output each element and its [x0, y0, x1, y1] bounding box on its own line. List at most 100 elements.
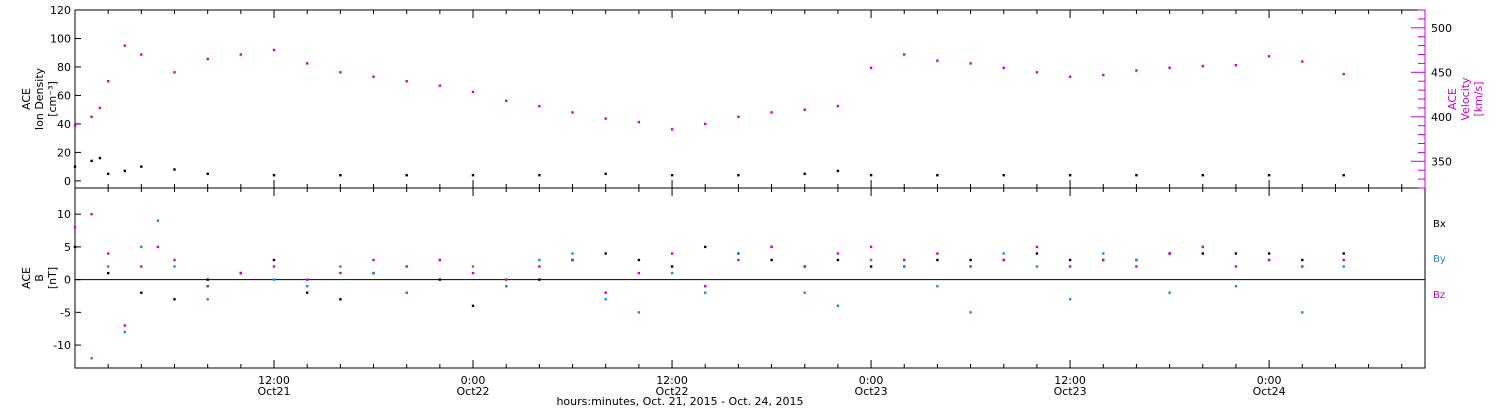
velocity-point — [123, 44, 126, 47]
top-right-ylabel-line2: Velocity — [1459, 77, 1472, 121]
bz-point — [1035, 245, 1039, 249]
velocity-point — [1267, 55, 1271, 58]
bz-point — [969, 265, 972, 268]
velocity-point — [1035, 71, 1039, 74]
bz-point — [505, 278, 508, 281]
velocity-point — [936, 59, 939, 62]
velocity-point — [1102, 73, 1105, 77]
bz-point — [1168, 252, 1171, 255]
bx-point — [73, 245, 77, 249]
by-point — [123, 330, 126, 334]
by-point — [140, 245, 143, 249]
velocity-point — [272, 48, 276, 52]
bz-point — [704, 285, 707, 288]
by-point — [339, 265, 342, 268]
by-point — [1102, 252, 1105, 255]
velocity-point — [670, 128, 674, 131]
bx-point — [1301, 258, 1304, 262]
bx-point — [306, 291, 309, 294]
top-right-ytick-label: 500 — [1431, 22, 1452, 35]
bz-point — [239, 271, 242, 275]
density-point — [140, 165, 143, 168]
velocity-point — [1168, 66, 1171, 69]
bx-point — [704, 245, 707, 249]
density-point — [1002, 174, 1005, 177]
velocity-point — [538, 104, 541, 108]
x-tick-date-label: Oct21 — [258, 385, 291, 398]
bx-point — [140, 291, 143, 294]
bx-point — [1068, 258, 1072, 262]
bz-point — [604, 291, 607, 294]
bz-point — [936, 252, 939, 255]
velocity-point — [803, 108, 806, 111]
x-axis-label: hours:minutes, Oct. 21, 2015 - Oct. 24, … — [556, 395, 803, 408]
velocity-point — [571, 111, 574, 114]
by-point — [73, 311, 77, 314]
bx-point — [272, 258, 276, 262]
by-point — [1301, 311, 1304, 314]
velocity-point — [637, 120, 641, 124]
velocity-point — [1135, 69, 1138, 72]
by-point — [637, 311, 641, 314]
top-right-ytick-label: 450 — [1431, 66, 1452, 79]
by-point — [1168, 291, 1171, 294]
by-point — [604, 298, 607, 301]
velocity-point — [405, 80, 408, 83]
top-right-ytick-label: 350 — [1431, 155, 1452, 168]
bz-point — [903, 258, 906, 262]
by-point — [704, 291, 707, 294]
bottom-panel-frame — [74, 187, 1426, 369]
velocity-point — [239, 53, 242, 56]
bx-point — [637, 258, 641, 262]
top-panel-frame — [74, 9, 1426, 189]
velocity-point — [306, 62, 309, 65]
velocity-point — [1234, 64, 1238, 67]
bx-point — [836, 258, 840, 262]
by-point — [936, 285, 939, 288]
bz-point — [471, 271, 475, 275]
velocity-point — [505, 99, 508, 102]
bx-point — [604, 252, 607, 255]
bz-point — [1301, 265, 1304, 268]
velocity-point — [73, 124, 77, 127]
by-point — [156, 219, 160, 222]
density-point — [538, 174, 541, 177]
by-point — [1234, 285, 1238, 288]
velocity-point — [107, 80, 110, 83]
x-tick-date-label: Oct23 — [855, 385, 888, 398]
bz-point — [173, 258, 176, 262]
by-point — [107, 265, 110, 268]
x-tick-time-label: 12:00 — [656, 374, 688, 387]
by-point — [1342, 265, 1345, 268]
bz-point — [1267, 258, 1271, 262]
bz-point — [737, 258, 740, 262]
top-left-ytick-label: 80 — [57, 61, 71, 74]
by-point — [969, 311, 972, 314]
velocity-point — [737, 115, 740, 118]
bz-point — [140, 265, 143, 268]
density-point — [98, 156, 102, 160]
x-tick-date-label: Oct22 — [457, 385, 490, 398]
density-point — [936, 174, 939, 177]
by-point — [405, 291, 408, 294]
velocity-point — [1342, 72, 1345, 76]
by-point — [471, 265, 475, 268]
x-tick-time-label: 12:00 — [258, 374, 290, 387]
density-point — [206, 172, 209, 175]
by-point — [903, 265, 906, 268]
density-point — [107, 172, 110, 175]
density-point — [737, 174, 740, 177]
bx-point — [869, 265, 873, 268]
by-point — [1002, 252, 1005, 255]
bx-point — [206, 278, 209, 281]
density-point — [670, 174, 674, 177]
bx-point — [969, 258, 972, 262]
bz-point — [107, 252, 110, 255]
velocity-point — [471, 90, 475, 94]
bz-point — [670, 252, 674, 255]
bz-point — [1234, 265, 1238, 268]
top-left-ytick-label: 40 — [57, 118, 71, 131]
by-point — [571, 252, 574, 255]
